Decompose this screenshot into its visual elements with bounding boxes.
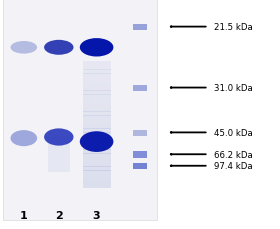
Ellipse shape <box>80 132 113 152</box>
FancyBboxPatch shape <box>83 154 111 158</box>
FancyBboxPatch shape <box>83 175 111 179</box>
FancyBboxPatch shape <box>83 133 111 137</box>
Text: 97.4 kDa: 97.4 kDa <box>214 161 253 171</box>
Ellipse shape <box>80 39 113 57</box>
FancyBboxPatch shape <box>133 25 147 31</box>
Text: 3: 3 <box>93 210 101 220</box>
FancyBboxPatch shape <box>83 112 111 116</box>
FancyBboxPatch shape <box>83 78 111 83</box>
Ellipse shape <box>11 42 37 54</box>
FancyBboxPatch shape <box>83 179 111 184</box>
FancyBboxPatch shape <box>133 163 147 170</box>
FancyBboxPatch shape <box>83 87 111 91</box>
Ellipse shape <box>44 129 73 146</box>
Ellipse shape <box>11 131 37 147</box>
FancyBboxPatch shape <box>48 137 70 172</box>
FancyBboxPatch shape <box>83 145 111 150</box>
FancyBboxPatch shape <box>83 171 111 175</box>
FancyBboxPatch shape <box>83 116 111 121</box>
FancyBboxPatch shape <box>83 128 111 133</box>
Ellipse shape <box>44 41 73 55</box>
FancyBboxPatch shape <box>3 0 157 220</box>
FancyBboxPatch shape <box>83 91 111 95</box>
FancyBboxPatch shape <box>83 124 111 129</box>
FancyBboxPatch shape <box>83 141 111 146</box>
FancyBboxPatch shape <box>83 120 111 125</box>
Text: 45.0 kDa: 45.0 kDa <box>214 128 253 137</box>
FancyBboxPatch shape <box>83 65 111 70</box>
Text: 21.5 kDa: 21.5 kDa <box>214 23 253 32</box>
FancyBboxPatch shape <box>83 183 111 188</box>
FancyBboxPatch shape <box>83 162 111 167</box>
Text: 1: 1 <box>20 210 28 220</box>
FancyBboxPatch shape <box>83 108 111 112</box>
FancyBboxPatch shape <box>83 166 111 171</box>
FancyBboxPatch shape <box>83 82 111 87</box>
FancyBboxPatch shape <box>83 95 111 100</box>
Text: 31.0 kDa: 31.0 kDa <box>214 84 253 93</box>
FancyBboxPatch shape <box>83 137 111 142</box>
FancyBboxPatch shape <box>83 74 111 79</box>
FancyBboxPatch shape <box>83 103 111 108</box>
FancyBboxPatch shape <box>83 99 111 104</box>
FancyBboxPatch shape <box>83 70 111 74</box>
FancyBboxPatch shape <box>133 152 147 158</box>
FancyBboxPatch shape <box>83 158 111 163</box>
Text: 2: 2 <box>55 210 63 220</box>
FancyBboxPatch shape <box>133 85 147 92</box>
Text: 66.2 kDa: 66.2 kDa <box>214 150 253 159</box>
FancyBboxPatch shape <box>83 150 111 154</box>
FancyBboxPatch shape <box>133 130 147 136</box>
FancyBboxPatch shape <box>83 61 111 66</box>
